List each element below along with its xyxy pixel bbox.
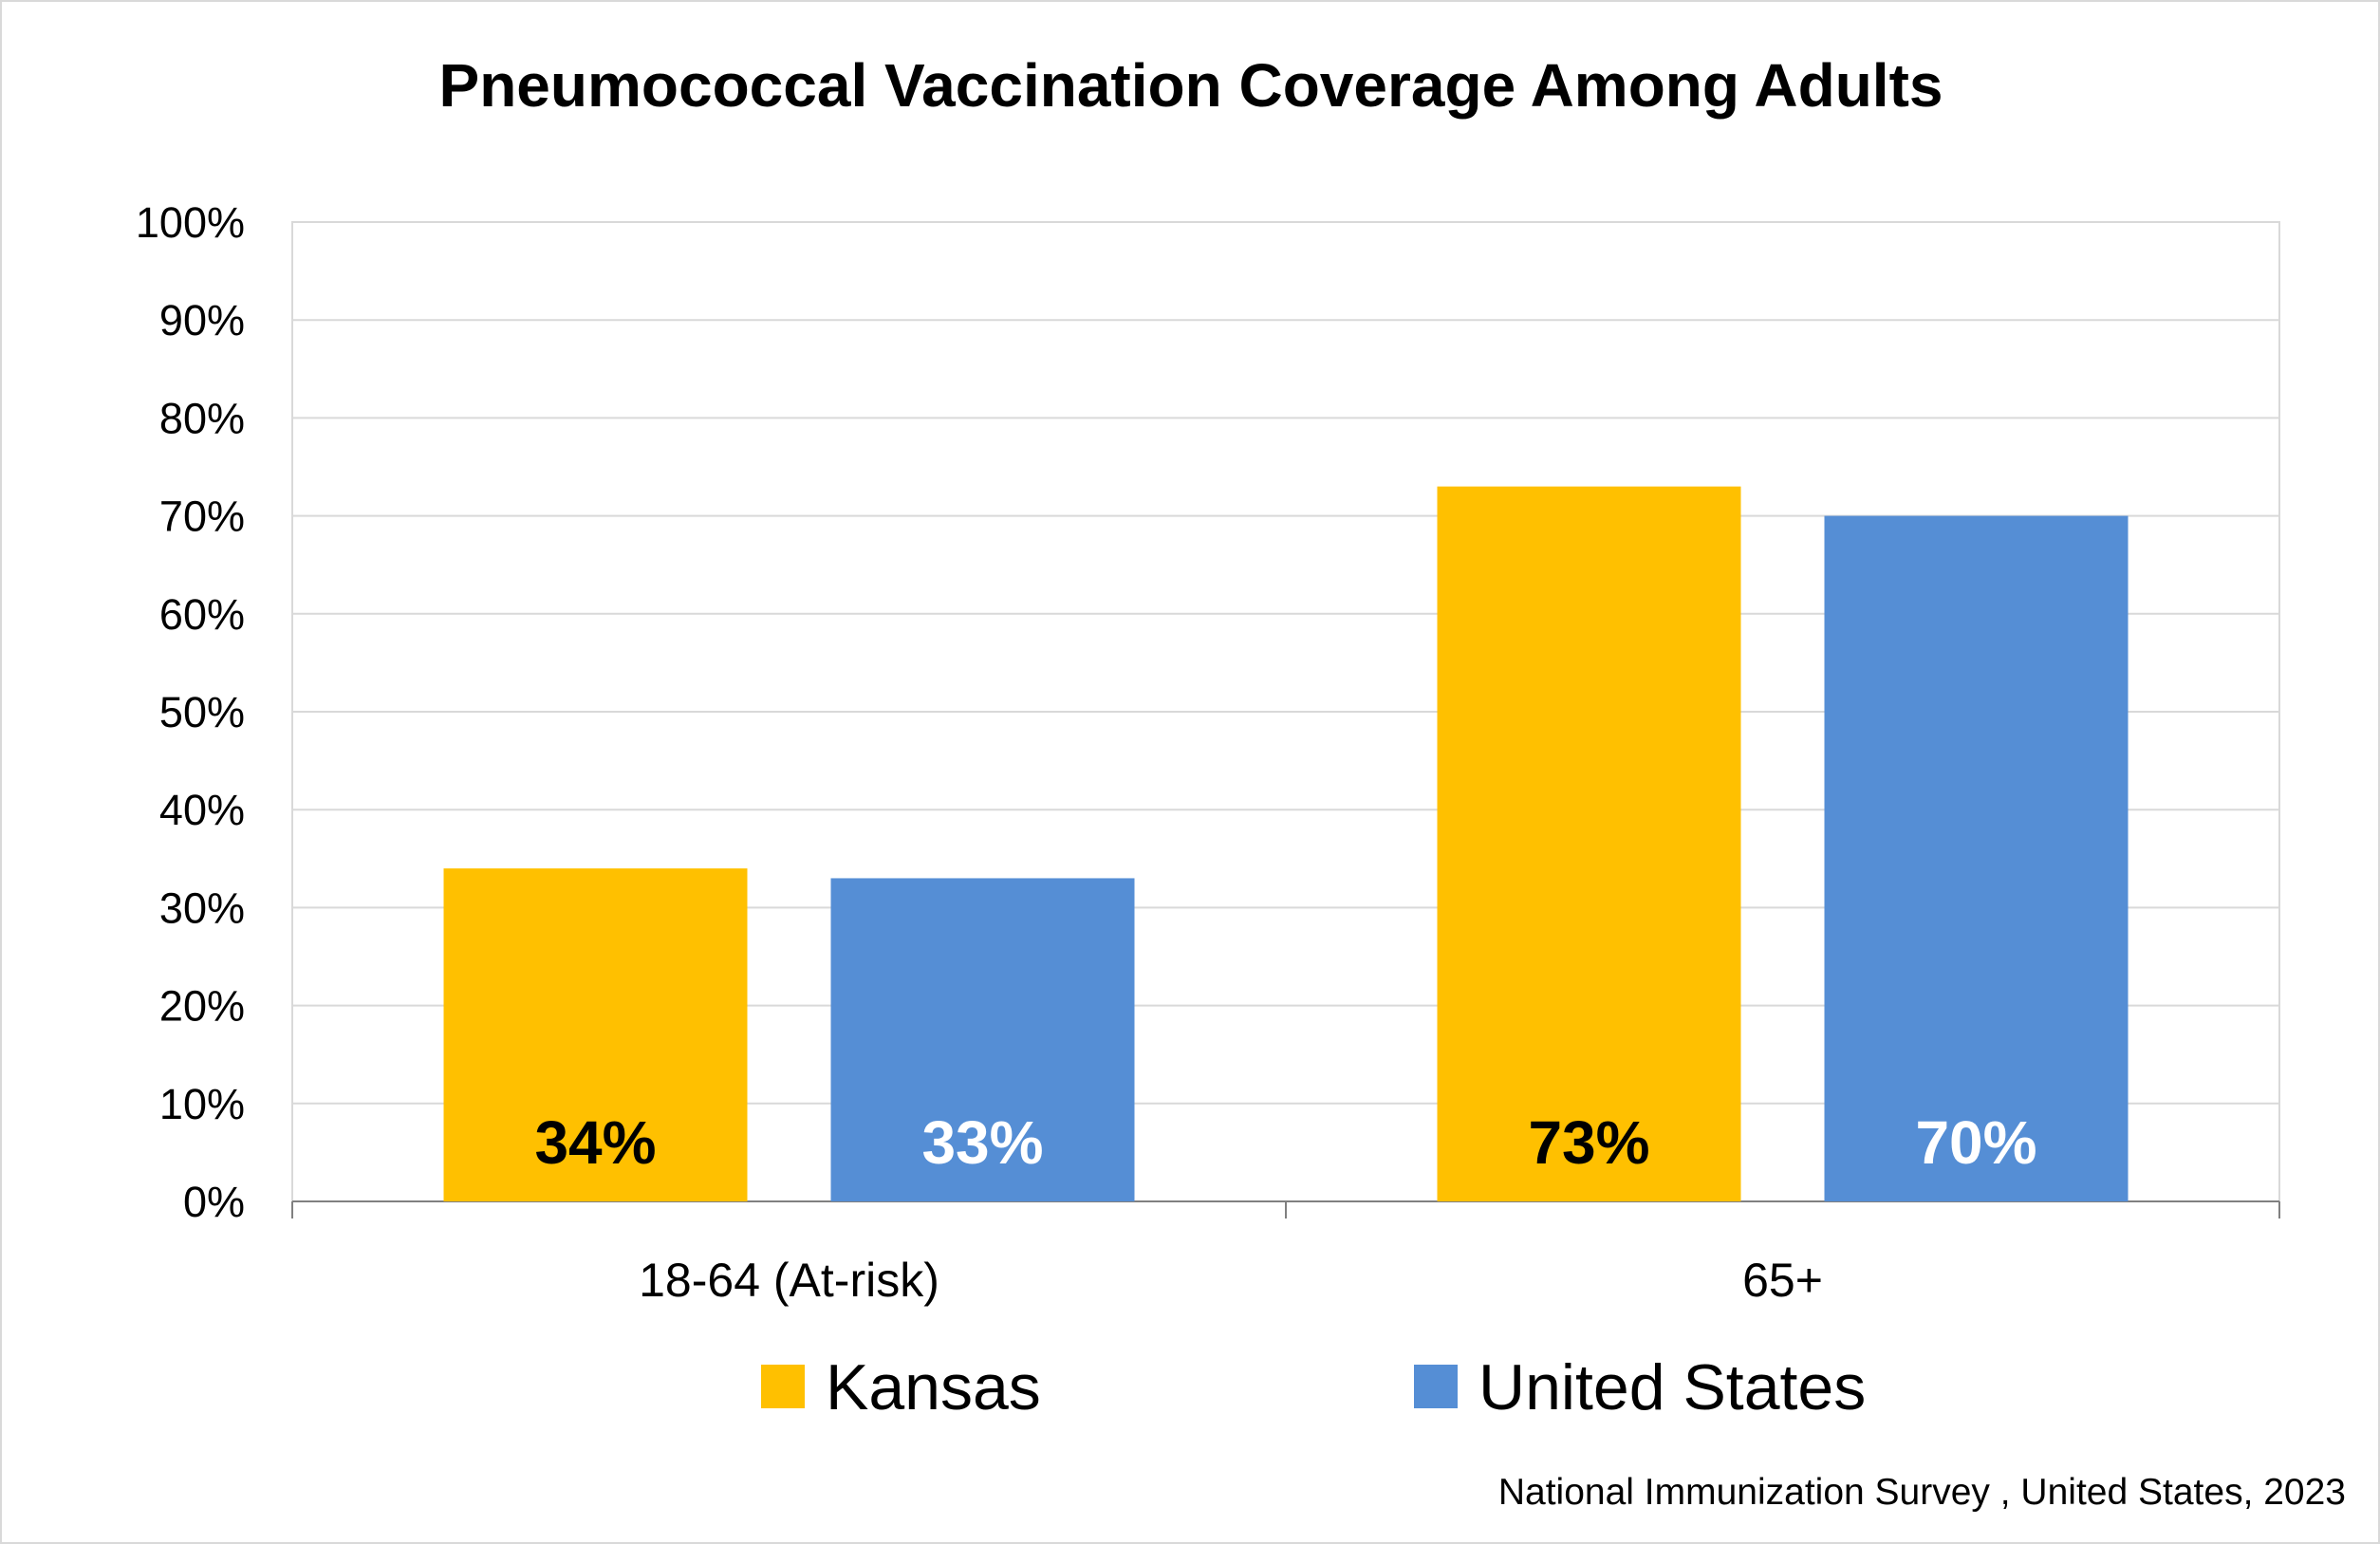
y-tick-label: 70% [159,493,245,541]
bar [830,878,1135,1201]
bar [443,868,748,1201]
legend-swatch [1414,1365,1458,1408]
bar [1437,486,1741,1201]
y-tick-label: 60% [159,590,245,639]
source-note: National Immunization Survey , United St… [1498,1472,2346,1513]
y-tick-label: 50% [159,688,245,736]
bar-data-label: 73% [1528,1108,1649,1177]
legend: Kansas United States [761,1351,1866,1423]
y-tick-label: 10% [159,1080,245,1128]
bar-data-label: 34% [534,1108,656,1177]
bar [1824,515,2129,1201]
y-tick-label: 40% [159,786,245,834]
legend-label: Kansas [826,1351,1041,1423]
y-tick-label: 100% [136,198,245,247]
chart-title: Pneumococcal Vaccination Coverage Among … [439,51,1943,120]
x-category-label: 65+ [1742,1254,1823,1307]
y-tick-label: 30% [159,884,245,932]
bar-data-label: 33% [921,1108,1043,1177]
y-tick-label: 80% [159,394,245,442]
legend-label: United States [1478,1351,1866,1423]
plot-area: 0% 10% 20% 30% 40% 50% 60% 70% 80% 90% 100% 34% 33% 1… [136,198,2280,1307]
y-tick-label: 90% [159,296,245,344]
x-category-label: 18-64 (At-risk) [639,1254,939,1307]
legend-swatch [761,1365,805,1408]
y-tick-label: 20% [159,982,245,1031]
bar-data-label: 70% [1915,1108,2036,1177]
y-tick-label: 0% [183,1178,245,1226]
